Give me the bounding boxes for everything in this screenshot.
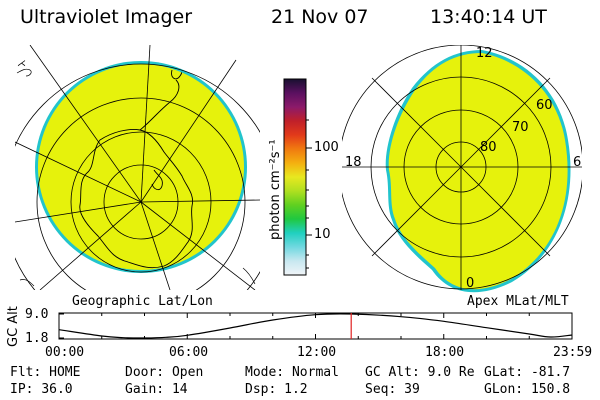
status-label: GC Alt: <box>365 365 420 380</box>
status-item: IP: 36.0 <box>10 382 73 397</box>
altitude-xtick-0: 00:00 <box>45 345 85 360</box>
status-item: GLat: -81.7 <box>484 365 570 380</box>
status-label: IP: <box>10 382 34 397</box>
status-label: Door: <box>125 365 165 380</box>
status-item: GC Alt: 9.0 Re <box>365 365 475 380</box>
time-label: 13:40:14 UT <box>430 6 547 28</box>
geographic-map: ⋌ <box>15 45 260 290</box>
colorbar-tick-10: 10 <box>314 227 331 242</box>
status-item: Flt: HOME <box>10 365 80 380</box>
left-map-caption: Geographic Lat/Lon <box>72 294 213 309</box>
right-grid <box>342 45 582 290</box>
altitude-curve <box>58 313 573 339</box>
altitude-ytick-top: 9.0 <box>25 307 49 322</box>
status-value: Normal <box>291 365 339 380</box>
altitude-ylabel: GC Alt <box>6 306 21 347</box>
mlt-label-left: 18 <box>345 155 362 170</box>
altitude-xtick-2: 12:00 <box>297 345 337 360</box>
status-label: GLon: <box>484 382 524 397</box>
date-label: 21 Nov 07 <box>271 6 369 28</box>
status-item: Seq: 39 <box>365 382 420 397</box>
outer-coastlines <box>16 68 256 287</box>
mlat-label-60: 60 <box>536 98 553 113</box>
status-value: 1.2 <box>284 382 308 397</box>
colorbar-unit-label: photon cm⁻²s⁻¹ <box>268 139 283 240</box>
status-value: 14 <box>171 382 188 397</box>
left-aurora-fill <box>38 64 244 270</box>
status-label: Flt: <box>10 365 42 380</box>
mlat-label-70: 70 <box>512 120 529 135</box>
mlt-label-right: 6 <box>573 155 582 170</box>
status-value: HOME <box>49 365 81 380</box>
altitude-x-ticks <box>58 313 573 339</box>
status-label: Gain: <box>125 382 165 397</box>
colorbar-tick-100: 100 <box>314 140 339 155</box>
colorbar-ticks <box>306 119 312 269</box>
status-item: Mode: Normal <box>245 365 339 380</box>
mlat-label-80: 80 <box>480 140 497 155</box>
altitude-xtick-1: 06:00 <box>169 345 209 360</box>
left-graticule <box>15 45 260 290</box>
status-value: 39 <box>404 382 420 397</box>
map-corner-glyph: ⋌ <box>17 59 26 69</box>
mlt-label-top: 12 <box>476 46 493 61</box>
altitude-y-ticks <box>59 313 64 339</box>
status-item: Gain: 14 <box>125 382 188 397</box>
altitude-plot <box>58 312 573 340</box>
status-label: Mode: <box>245 365 285 380</box>
magnetic-map <box>342 45 582 293</box>
status-value: 36.0 <box>41 382 73 397</box>
status-item: Dsp: 1.2 <box>245 382 308 397</box>
status-label: Seq: <box>365 382 397 397</box>
altitude-ytick-bottom: 1.8 <box>25 331 49 346</box>
status-value: 9.0 Re <box>427 365 475 380</box>
right-map-caption: Apex MLat/MLT <box>467 294 569 309</box>
instrument-title: Ultraviolet Imager <box>20 6 193 28</box>
status-label: GLat: <box>484 365 524 380</box>
status-value: -81.7 <box>530 365 571 380</box>
colorbar <box>283 78 312 276</box>
mlt-label-bottom: 0 <box>466 276 475 291</box>
status-item: Door: Open <box>125 365 203 380</box>
altitude-xtick-4: 23:59 <box>553 345 593 360</box>
status-item: GLon: 150.8 <box>484 382 570 397</box>
altitude-xtick-3: 18:00 <box>425 345 465 360</box>
colorbar-bar <box>283 78 307 276</box>
status-value: Open <box>171 365 204 380</box>
status-value: 150.8 <box>530 382 571 397</box>
status-label: Dsp: <box>245 382 277 397</box>
right-aurora-fill <box>388 53 568 290</box>
